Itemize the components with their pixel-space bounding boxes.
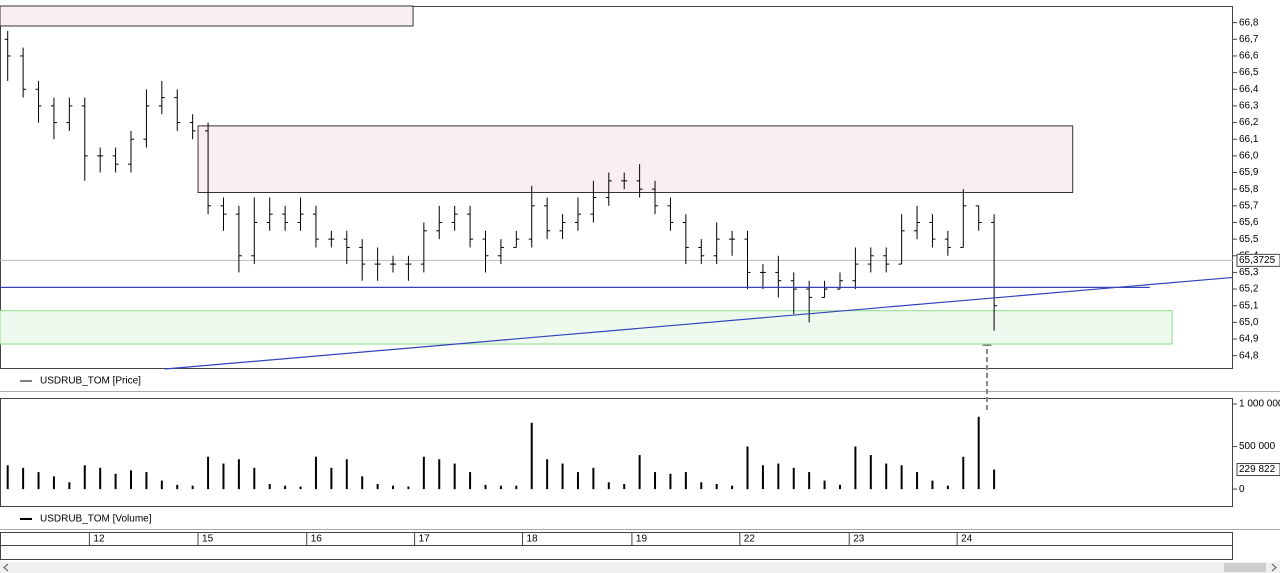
legend-label: USDRUB_TOM [Volume] <box>40 514 152 525</box>
y-tick-label: 65,7 <box>1239 200 1259 211</box>
y-tick-label: 65,0 <box>1239 317 1259 328</box>
volume-panel <box>0 398 1233 507</box>
y-tick-label: 65,3 <box>1239 267 1259 278</box>
y-tick-label: 64,9 <box>1239 334 1259 345</box>
x-tick-label: 16 <box>311 534 323 545</box>
scroll-right[interactable] <box>1271 563 1277 572</box>
zone <box>0 5 414 27</box>
y-tick-label: 0 <box>1239 484 1245 495</box>
y-tick-label: 65,2 <box>1239 284 1259 295</box>
price-panel <box>0 6 1233 369</box>
zone <box>0 310 1173 345</box>
y-tick-label: 500 000 <box>1239 441 1276 452</box>
trend-line <box>164 276 1234 370</box>
zone <box>197 125 1074 193</box>
scroll-left[interactable] <box>3 563 9 572</box>
last-value-box <box>1236 253 1280 267</box>
y-tick-label: 65,6 <box>1239 217 1259 228</box>
x-tick-label: 15 <box>202 534 214 545</box>
x-tick-label: 12 <box>93 534 105 545</box>
y-tick-label: 65,5 <box>1239 234 1259 245</box>
y-tick-label: 64,8 <box>1239 350 1259 361</box>
y-tick-label: 65,8 <box>1239 184 1259 195</box>
x-tick-label: 24 <box>961 534 973 545</box>
x-tick-label: 18 <box>526 534 538 545</box>
x-tick-label: 23 <box>853 534 865 545</box>
y-tick-label: 66,8 <box>1239 17 1259 28</box>
legend-label: USDRUB_TOM [Price] <box>40 376 141 387</box>
x-tick-label: 19 <box>636 534 648 545</box>
scrollbar[interactable] <box>0 562 1280 573</box>
scroll-thumb[interactable] <box>1224 563 1266 572</box>
last-value-box <box>1236 463 1280 477</box>
y-tick-label: 65,1 <box>1239 300 1259 311</box>
y-tick-label: 66,4 <box>1239 84 1259 95</box>
y-tick-label: 65,9 <box>1239 167 1259 178</box>
y-tick-label: 1 000 000 <box>1239 399 1280 410</box>
y-tick-label: 66,5 <box>1239 67 1259 78</box>
x-tick-label: 17 <box>419 534 431 545</box>
x-tick-label: 22 <box>744 534 756 545</box>
y-tick-label: 66,1 <box>1239 134 1259 145</box>
y-tick-label: 66,6 <box>1239 51 1259 62</box>
last-value-label: 229 822 <box>1239 464 1276 475</box>
y-tick-label: 66,3 <box>1239 101 1259 112</box>
y-tick-label: 66,7 <box>1239 34 1259 45</box>
y-tick-label: 66,2 <box>1239 117 1259 128</box>
last-value-label: 65,3725 <box>1239 255 1276 266</box>
y-tick-label: 66,0 <box>1239 151 1259 162</box>
